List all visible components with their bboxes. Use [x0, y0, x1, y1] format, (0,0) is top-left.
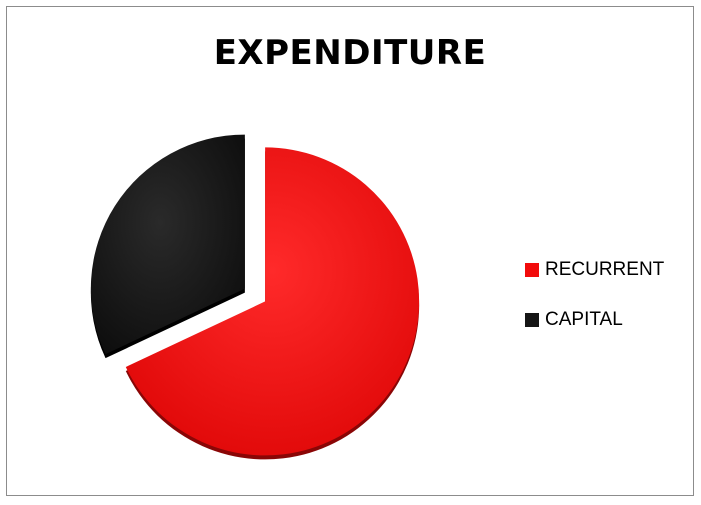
legend-swatch-recurrent — [525, 263, 539, 277]
pie-chart — [90, 134, 420, 460]
legend-label-recurrent: RECURRENT — [545, 259, 665, 280]
pie-slice-recurrent — [125, 147, 420, 456]
legend: RECURRENT CAPITAL — [525, 257, 664, 357]
chart-area: EXPENDITURE RECURRENT CAPITAL — [6, 6, 694, 496]
legend-label-capital: CAPITAL — [545, 309, 623, 330]
chart-title: EXPENDITURE — [213, 33, 487, 73]
legend-entry-capital: CAPITAL — [525, 307, 664, 333]
legend-entry-recurrent: RECURRENT — [525, 257, 664, 283]
pie-slice-capital — [90, 134, 245, 355]
legend-swatch-capital — [525, 313, 539, 327]
